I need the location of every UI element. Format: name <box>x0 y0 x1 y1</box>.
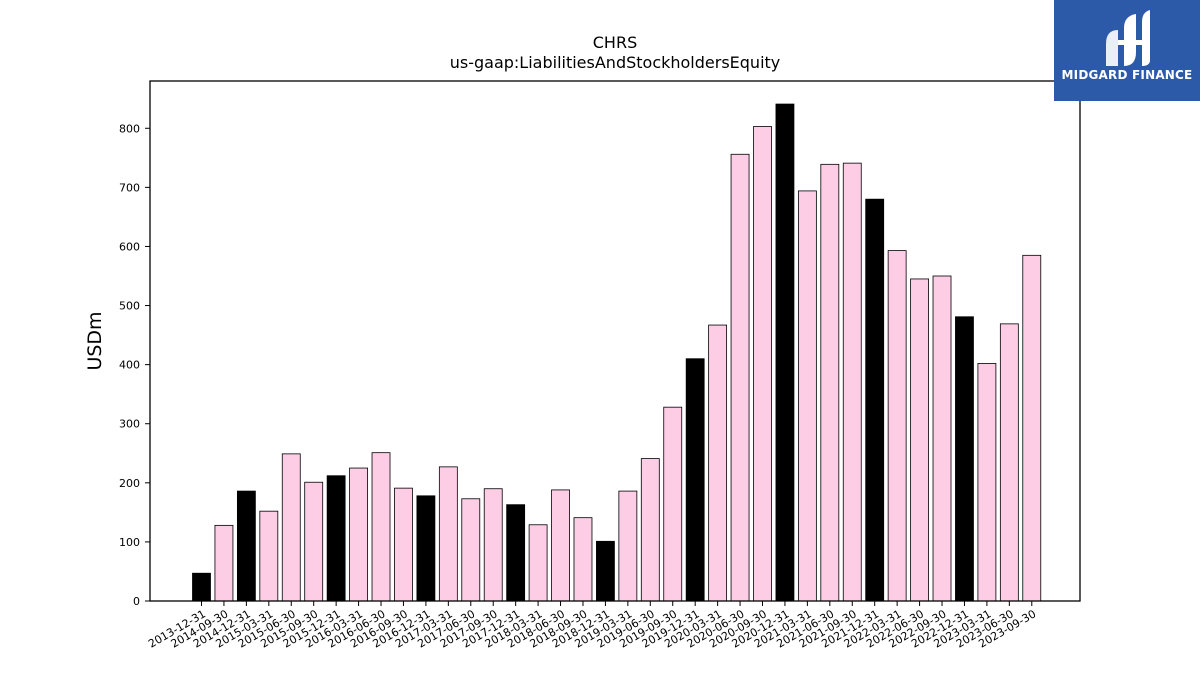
bar-2019-03-31 <box>618 490 638 602</box>
y-tick-label: 100 <box>119 536 140 549</box>
bar-2015-06-30 <box>281 453 301 602</box>
y-tick-label: 400 <box>119 359 140 372</box>
bar-2017-03-31 <box>438 466 458 602</box>
bar-2016-03-31 <box>349 467 368 602</box>
bar-2013-12-31 <box>192 572 211 602</box>
brand-name: MIDGARD FINANCE <box>1061 68 1193 82</box>
x-ticks-group: 2013-12-312014-09-302014-12-312015-03-31… <box>146 601 1038 651</box>
bar-2020-09-30 <box>753 126 772 602</box>
y-tick-label: 200 <box>119 477 140 490</box>
y-tick-label: 600 <box>119 240 140 253</box>
bar-2015-03-31 <box>259 510 279 602</box>
bar-2015-12-31 <box>326 475 346 602</box>
bar-2021-12-31 <box>865 198 885 602</box>
y-tick-label: 300 <box>119 418 140 431</box>
bar-2020-12-31 <box>775 103 795 602</box>
bar-2023-03-31 <box>977 363 997 602</box>
bar-2015-09-30 <box>304 481 324 602</box>
bar-2022-09-30 <box>932 275 952 602</box>
bar-2020-06-30 <box>730 153 750 602</box>
bar-2023-06-30 <box>999 323 1019 602</box>
y-tick-label: 800 <box>119 122 140 135</box>
bar-2019-06-30 <box>640 458 660 602</box>
y-tick-label: 500 <box>119 300 140 313</box>
bar-2021-06-30 <box>820 163 840 602</box>
bar-2016-09-30 <box>394 487 413 602</box>
bar-2019-09-30 <box>663 406 683 602</box>
bar-2014-09-30 <box>214 524 234 602</box>
plot-frame <box>149 80 1081 602</box>
midgard-m-logo-icon <box>1106 10 1150 66</box>
bar-2018-06-30 <box>551 489 570 602</box>
bar-2017-12-31 <box>506 504 526 602</box>
chart-title: CHRS <box>593 33 637 52</box>
bar-2021-09-30 <box>842 162 862 602</box>
bar-2018-03-31 <box>528 524 548 602</box>
y-ticks-group: 0 100 200 300 400 500 600 700 800 <box>119 122 150 608</box>
bar-2016-12-31 <box>416 495 436 602</box>
y-tick-label: 0 <box>133 595 140 608</box>
chart-subtitle: us-gaap:LiabilitiesAndStockholdersEquity <box>450 53 781 72</box>
bar-2023-09-30 <box>1022 254 1042 602</box>
brand-logo: MIDGARD FINANCE <box>1054 0 1200 101</box>
y-axis-label: USDm <box>84 311 106 370</box>
bar-2019-12-31 <box>685 358 705 602</box>
bar-2017-09-30 <box>483 488 503 602</box>
bar-2014-12-31 <box>236 490 256 602</box>
bar-2022-06-30 <box>910 278 929 602</box>
bar-2017-06-30 <box>461 498 481 602</box>
bar-2020-03-31 <box>708 324 728 602</box>
y-tick-label: 700 <box>119 181 140 194</box>
bars-group <box>192 103 1042 602</box>
bar-2018-09-30 <box>573 517 593 602</box>
bar-2021-03-31 <box>797 190 817 602</box>
bar-2016-06-30 <box>371 452 391 602</box>
bar-2022-03-31 <box>887 250 907 602</box>
bar-2022-12-31 <box>955 316 974 602</box>
bar-2018-12-31 <box>596 540 615 602</box>
